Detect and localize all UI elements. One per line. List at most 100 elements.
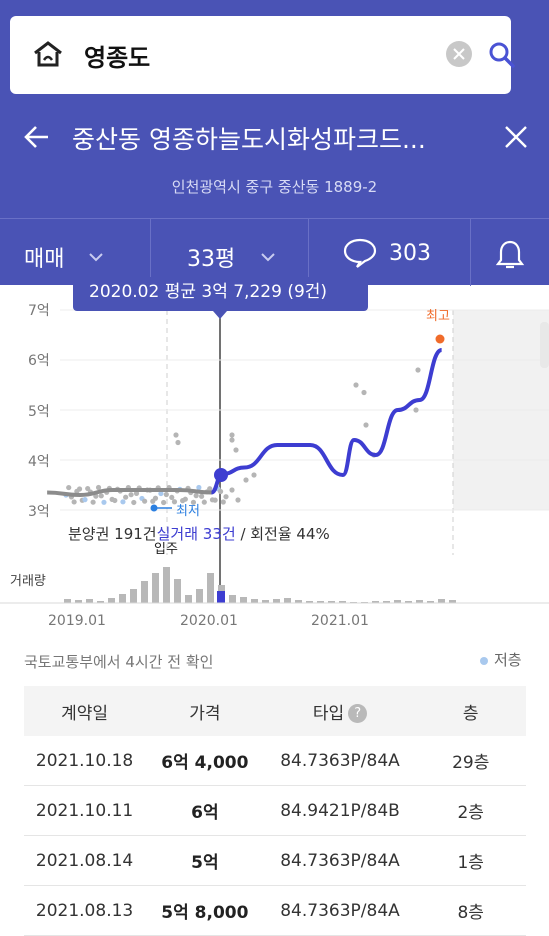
transaction-dot (217, 488, 224, 495)
y-tick: 5억 (28, 404, 50, 420)
transaction-dot (175, 439, 181, 446)
volume-bar (416, 600, 423, 603)
transaction-dot (196, 484, 202, 491)
title-bar: 중산동 영종하늘도시화성파크드... (0, 118, 549, 158)
volume-bar (174, 579, 181, 603)
search-icon[interactable] (488, 41, 516, 73)
volume-bar (438, 599, 445, 603)
tooltip-pointer (213, 311, 227, 319)
y-tick: 4억 (28, 454, 50, 470)
volume-bar (372, 601, 379, 603)
transaction-dot (229, 487, 235, 493)
volume-bar (163, 567, 170, 603)
transaction-dot (190, 499, 197, 505)
price-chart[interactable]: 2020.02 평균 3억 7,229 (9건) 7억 6억 5억 4억 3억 … (0, 277, 549, 605)
transaction-dot (220, 499, 226, 505)
comment-count: 303 (389, 241, 431, 266)
transaction-dot (363, 422, 369, 428)
cell-date: 2021.10.18 (24, 736, 146, 786)
divider (150, 219, 151, 286)
low-label: 최저 (176, 504, 200, 519)
y-tick: 3억 (28, 504, 50, 520)
chart-canvas[interactable] (0, 285, 549, 605)
scrollbar[interactable] (540, 322, 549, 368)
transaction-dot (193, 493, 199, 499)
volume-bar (229, 595, 236, 603)
transaction-dot (95, 484, 102, 491)
clear-icon[interactable] (446, 41, 472, 67)
legend-label: 저층 (494, 651, 522, 669)
chevron-down-icon (88, 247, 104, 266)
y-tick: 7억 (28, 303, 50, 319)
back-arrow-icon[interactable] (22, 122, 52, 156)
transaction-dot (415, 367, 421, 373)
transaction-dot (413, 407, 419, 413)
bell-icon (495, 239, 525, 275)
volume-bar (383, 601, 390, 603)
transaction-dot (128, 492, 134, 498)
cell-type: 84.7363P/84A (264, 835, 416, 886)
table-row[interactable]: 2021.08.14 5억 84.7363P/84A 1층 (24, 835, 526, 886)
transaction-dot (76, 486, 83, 492)
volume-bar (130, 589, 137, 603)
volume-bar (339, 601, 346, 603)
divider (308, 219, 309, 286)
deal-type-label: 매매 (24, 247, 65, 272)
col-price: 가격 (145, 686, 265, 736)
close-icon[interactable] (503, 124, 529, 154)
transaction-dot (173, 432, 179, 438)
transaction-dot (361, 389, 367, 396)
transaction-dot (161, 499, 167, 506)
volume-bar (284, 598, 291, 603)
volume-bar (317, 601, 324, 603)
cell-price: 5억 8,000 (145, 885, 265, 936)
table-row[interactable]: 2021.10.11 6억 84.9421P/84B 2층 (24, 785, 526, 836)
chart-summary: 분양권 191건실거래 33건 / 회전율 44% (68, 523, 330, 544)
transaction-dot (201, 499, 207, 505)
help-icon[interactable]: ? (348, 704, 368, 723)
comments-button[interactable]: 303 (309, 219, 470, 286)
divider (470, 219, 471, 286)
transaction-dot (152, 495, 159, 501)
transaction-dot (169, 494, 175, 501)
low-point (150, 504, 158, 512)
search-input[interactable]: 영종도 (84, 44, 151, 72)
volume-bar (185, 595, 192, 603)
transactions-table: 계약일 가격 타입? 층 2021.10.18 6억 4,000 84.7363… (24, 686, 526, 936)
col-floor: 층 (415, 686, 526, 736)
transaction-dot (131, 499, 137, 506)
transaction-dot (212, 497, 218, 503)
deal-type-select[interactable]: 매매 (0, 219, 150, 286)
turnover-rate: / 회전율 44% (235, 525, 330, 543)
cell-price: 6억 (145, 785, 265, 836)
volume-bar (328, 601, 335, 603)
chevron-down-icon (260, 247, 276, 266)
transaction-dot (112, 497, 118, 504)
low-floor-dot (480, 656, 488, 665)
home-icon[interactable] (32, 40, 64, 72)
table-row[interactable]: 2021.10.18 6억 4,000 84.7363P/84A 29층 (24, 736, 526, 786)
search-bar[interactable]: 영종도 (10, 16, 515, 94)
alert-button[interactable] (471, 219, 549, 286)
cell-floor: 29층 (415, 736, 526, 786)
volume-bar (394, 600, 401, 603)
table-row[interactable]: 2021.08.13 5억 8,000 84.7363P/84A 8층 (24, 885, 526, 936)
transaction-dot (198, 493, 205, 499)
transaction-dot (207, 486, 213, 492)
cell-date: 2021.08.14 (24, 835, 146, 886)
volume-bar (196, 589, 203, 603)
x-tick: 2019.01 (48, 613, 106, 629)
high-point (435, 334, 445, 344)
transaction-dot (142, 498, 148, 504)
transaction-dot (163, 491, 169, 498)
volume-bar (262, 600, 269, 603)
presale-line (47, 488, 212, 498)
cell-floor: 1층 (415, 835, 526, 886)
volume-bar (64, 599, 71, 603)
chart-tooltip: 2020.02 평균 3억 7,229 (9건) (73, 277, 368, 319)
selected-volume-bar (217, 591, 225, 603)
transaction-dot (123, 494, 129, 500)
cell-date: 2021.08.13 (24, 885, 146, 936)
size-select[interactable]: 33평 (151, 219, 308, 286)
presale-count: 분양권 191건 (68, 525, 157, 543)
